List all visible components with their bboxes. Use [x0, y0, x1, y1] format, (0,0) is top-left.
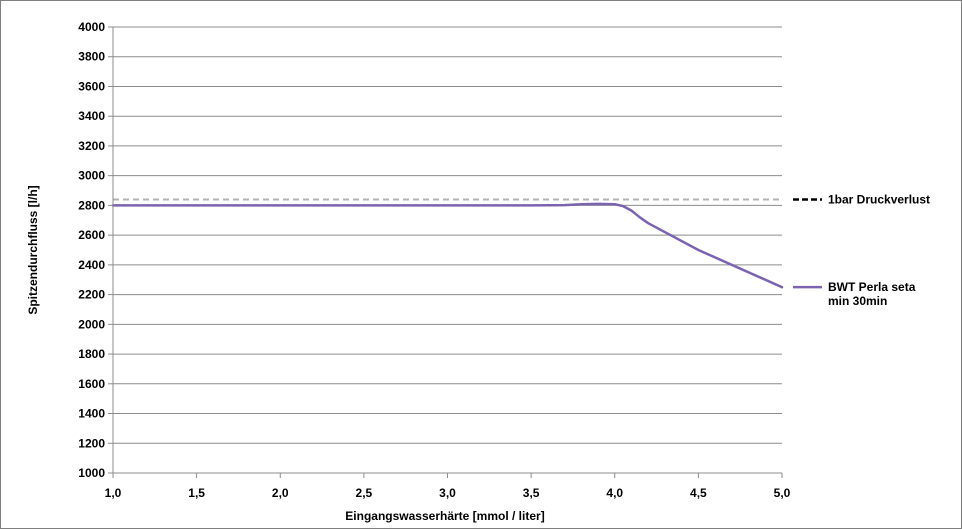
x-tick-label: 2,0 [272, 486, 289, 500]
y-tick-label: 1400 [78, 407, 105, 421]
y-tick-label: 1800 [78, 347, 105, 361]
y-tick-label: 2000 [78, 317, 105, 331]
y-axis-ticks: 1000 1200 1400 1600 1800 2000 2200 2400 2600 2800… [78, 20, 113, 480]
y-tick-label: 3800 [78, 50, 105, 64]
y-tick-label: 2400 [78, 258, 105, 272]
x-tick-label: 1,0 [105, 486, 122, 500]
y-tick-label: 3200 [78, 139, 105, 153]
x-axis-ticks: 1,0 1,5 2,0 2,5 3,0 3,5 4,0 4,5 5,0 [105, 473, 791, 500]
x-tick-label: 2,5 [356, 486, 373, 500]
y-tick-label: 1600 [78, 377, 105, 391]
axes [112, 27, 782, 474]
series-group [111, 198, 784, 289]
y-tick-label: 3000 [78, 169, 105, 183]
gridlines [113, 26, 782, 474]
legend-label-1: 1bar Druckverlust [828, 192, 930, 206]
x-tick-label: 3,0 [439, 486, 456, 500]
y-tick-label: 1000 [78, 466, 105, 480]
x-tick-label: 4,0 [606, 486, 623, 500]
y-tick-label: 2200 [78, 288, 105, 302]
x-tick-label: 4,5 [690, 486, 707, 500]
x-tick-label: 3,5 [523, 486, 540, 500]
legend-label-2: BWT Perla seta [828, 280, 916, 294]
y-tick-label: 4000 [78, 20, 105, 34]
y-tick-label: 2800 [78, 198, 105, 212]
x-tick-label: 5,0 [774, 486, 791, 500]
y-tick-label: 2600 [78, 228, 105, 242]
legend-label-2: min 30min [828, 294, 887, 308]
x-tick-label: 1,5 [188, 486, 205, 500]
x-axis-title: Eingangswasserhärte [mmol / liter] [345, 509, 544, 523]
y-tick-label: 3400 [78, 109, 105, 123]
y-tick-label: 1200 [78, 436, 105, 450]
series-line-2 [111, 202, 784, 289]
y-axis-title: Spitzendurchfluss [l/h] [26, 185, 40, 314]
y-tick-label: 3600 [78, 79, 105, 93]
